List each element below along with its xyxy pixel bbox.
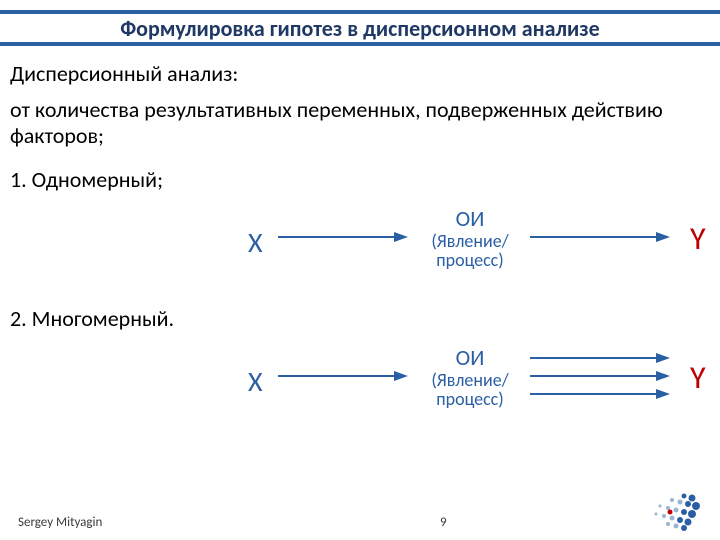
- main-content: Дисперсионный анализ: от количества резу…: [10, 60, 710, 500]
- page-number: 9: [440, 515, 447, 530]
- oi-subtitle: (Явление/ процесс): [410, 232, 530, 270]
- diagram-row-1: X ОИ(Явление/ процесс) Y: [10, 197, 710, 287]
- corner-decoration-icon: [622, 492, 702, 532]
- arrow-x-to-oi: [278, 369, 408, 383]
- intro-paragraph: от количества результативных переменных,…: [10, 97, 710, 150]
- item-2-label: 2. Многомерный.: [10, 305, 710, 332]
- arrow-x-to-oi: [278, 230, 408, 244]
- oi-title: ОИ: [410, 205, 530, 232]
- arrow-oi-to-y: [530, 387, 670, 401]
- item-1-label: 1. Одномерный;: [10, 166, 710, 193]
- arrow-oi-to-y: [530, 369, 670, 383]
- slide-title: Формулировка гипотез в дисперсионном ана…: [120, 15, 600, 42]
- oi-title: ОИ: [410, 344, 530, 371]
- x-symbol: X: [248, 225, 263, 260]
- oi-box: ОИ(Явление/ процесс): [410, 205, 530, 270]
- title-band: Формулировка гипотез в дисперсионном ана…: [0, 10, 720, 46]
- diagram-row-2: X ОИ(Явление/ процесс) Y: [10, 336, 710, 426]
- arrow-oi-to-y: [530, 230, 670, 244]
- oi-box: ОИ(Явление/ процесс): [410, 344, 530, 409]
- arrow-oi-to-y: [530, 351, 670, 365]
- intro-line: Дисперсионный анализ:: [10, 60, 710, 87]
- y-symbol: Y: [690, 219, 706, 258]
- oi-subtitle: (Явление/ процесс): [410, 371, 530, 409]
- x-symbol: X: [248, 364, 263, 399]
- footer: Sergey Mityagin 9: [0, 506, 720, 530]
- author-name: Sergey Mityagin: [18, 515, 102, 530]
- y-symbol: Y: [690, 358, 706, 397]
